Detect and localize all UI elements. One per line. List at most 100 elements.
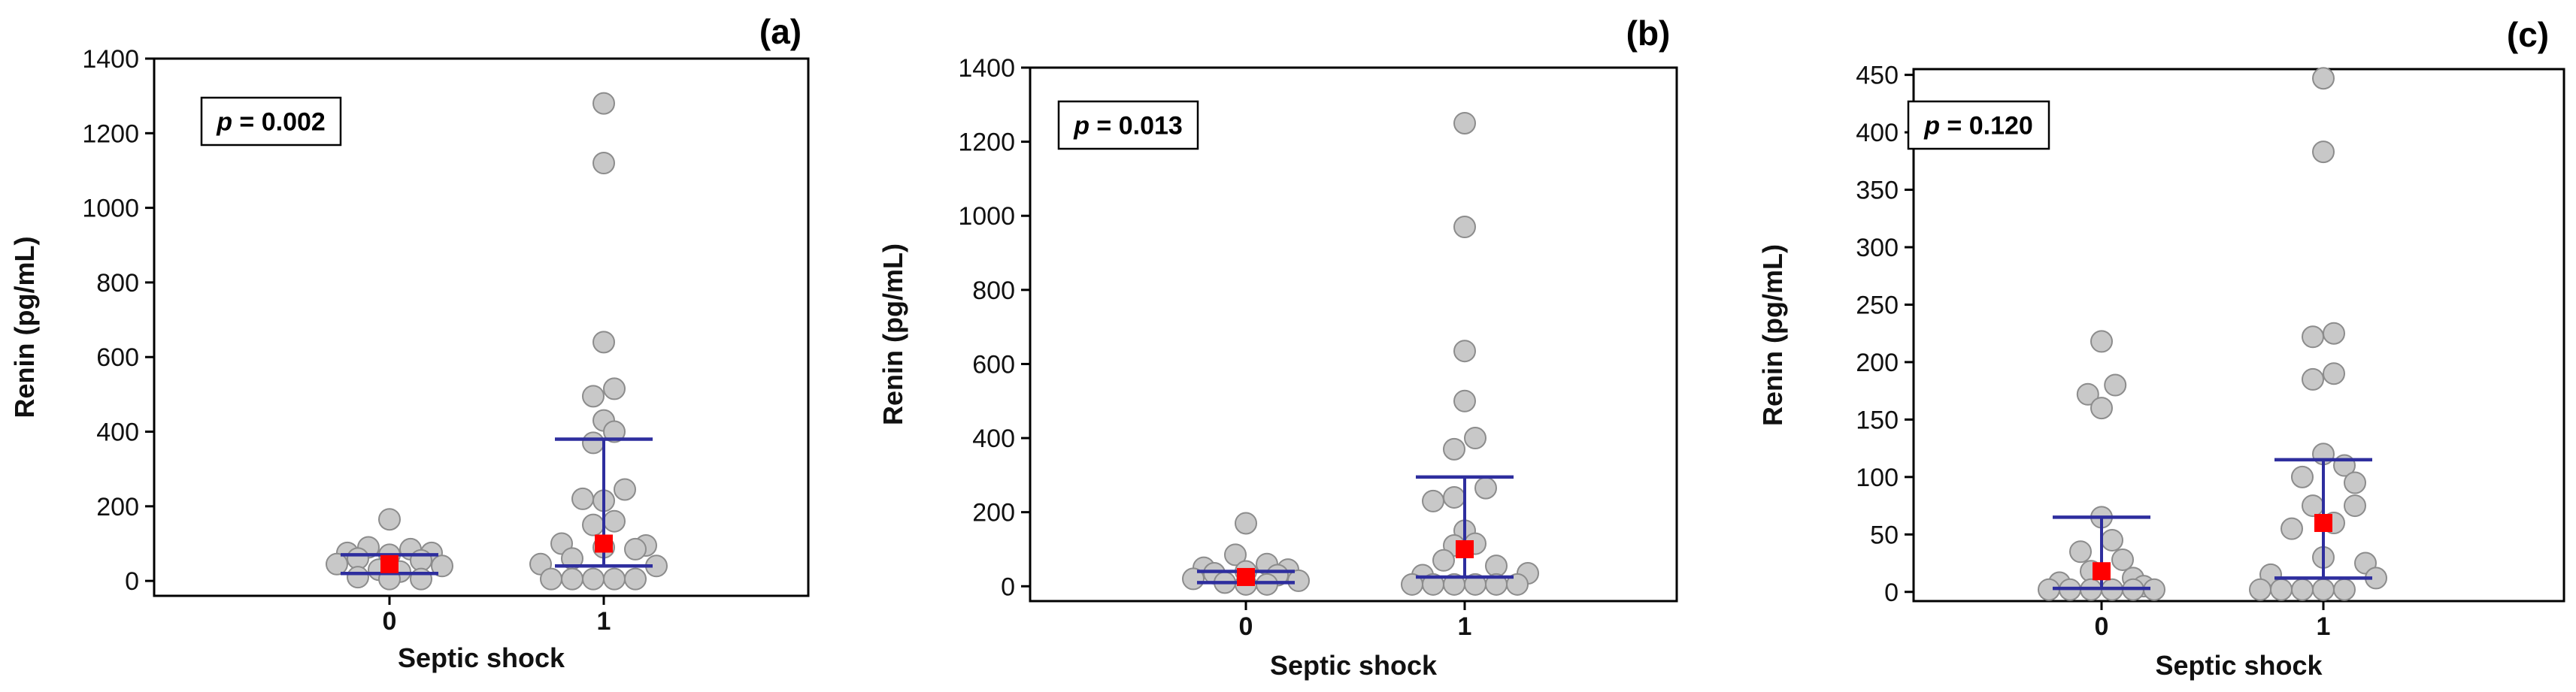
data-point (1256, 573, 1278, 596)
p-value-label: p = 0.120 (1923, 112, 2033, 141)
x-tick-label: 0 (383, 607, 397, 636)
data-point (2281, 517, 2303, 540)
data-point (2291, 465, 2314, 488)
data-point (378, 508, 401, 531)
data-point (2312, 578, 2335, 601)
y-tick-label: 450 (1856, 62, 1899, 90)
data-point (2090, 330, 2113, 353)
data-point (1453, 340, 1476, 363)
data-point (603, 420, 626, 443)
data-point (410, 548, 432, 572)
y-tick-label: 1400 (958, 54, 1015, 83)
x-tick-label: 0 (2095, 612, 2109, 641)
data-point (582, 567, 605, 591)
y-tick-label: 1400 (82, 45, 139, 74)
y-tick-label: 0 (1884, 579, 1899, 607)
data-point (603, 377, 626, 400)
x-axis-title: Septic shock (398, 642, 565, 673)
data-point (2323, 362, 2345, 385)
data-point (2090, 397, 2113, 420)
y-axis-title: Renin (pg/mL) (877, 243, 908, 425)
data-point (1464, 427, 1487, 450)
data-point (1443, 437, 1465, 461)
y-tick-label: 600 (96, 343, 139, 372)
y-axis-title: Renin (pg/mL) (1757, 244, 1788, 426)
data-point (1443, 485, 1465, 509)
y-tick-label: 400 (1856, 119, 1899, 147)
data-point (2344, 494, 2366, 518)
data-point (410, 567, 432, 591)
x-tick-label: 1 (597, 607, 611, 636)
data-point (582, 385, 605, 408)
panel-label: (c) (2507, 15, 2549, 54)
data-point (2344, 471, 2366, 494)
data-point (347, 547, 369, 570)
p-value-box (200, 96, 342, 147)
x-axis-title: Septic shock (2155, 650, 2323, 681)
y-tick-label: 600 (972, 350, 1015, 379)
data-point (624, 537, 647, 561)
data-point (1453, 111, 1476, 134)
data-point (347, 566, 369, 589)
p-value-box (1057, 100, 1199, 150)
data-point (2333, 578, 2356, 601)
p-value: = 0.013 (1089, 112, 1183, 141)
data-point (2312, 67, 2335, 90)
y-tick-label: 100 (1856, 464, 1899, 492)
p-symbol: p (1073, 112, 1089, 141)
y-tick-label: 150 (1856, 406, 1899, 434)
p-value-label: p = 0.002 (216, 108, 326, 137)
data-point (2302, 325, 2324, 349)
data-point (2302, 494, 2324, 518)
plot-frame (1912, 68, 2565, 603)
y-tick-label: 0 (1001, 573, 1015, 601)
data-point (540, 567, 562, 591)
data-point (592, 92, 615, 115)
y-tick-label: 0 (125, 567, 139, 596)
p-value-box (1907, 100, 2050, 150)
data-point (592, 331, 615, 354)
y-tick-label: 400 (96, 419, 139, 447)
median-marker (595, 534, 613, 553)
panel-label: (a) (759, 12, 802, 51)
y-tick-label: 50 (1870, 521, 1899, 549)
median-marker (2093, 562, 2111, 581)
data-point (582, 431, 605, 455)
data-point (1287, 569, 1310, 592)
y-tick-label: 200 (972, 499, 1015, 527)
data-point (603, 509, 626, 533)
data-point (1453, 389, 1476, 412)
data-point (2249, 578, 2271, 601)
y-tick-label: 350 (1856, 177, 1899, 205)
y-tick-label: 800 (96, 269, 139, 298)
data-point (1432, 548, 1455, 572)
p-symbol: p (1923, 112, 1940, 141)
x-tick-label: 1 (2317, 612, 2331, 641)
p-symbol: p (216, 108, 232, 137)
data-point (2291, 578, 2314, 601)
data-point (1474, 476, 1497, 500)
y-tick-label: 1200 (82, 119, 139, 148)
data-point (1453, 216, 1476, 239)
data-point (1422, 489, 1444, 512)
data-point (582, 513, 605, 536)
data-point (1235, 512, 1257, 535)
data-point (561, 567, 583, 591)
median-marker (1456, 539, 1474, 558)
panel-label: (b) (1626, 14, 1671, 53)
y-tick-label: 400 (972, 425, 1015, 453)
y-tick-label: 300 (1856, 234, 1899, 262)
data-point (592, 152, 615, 175)
data-point (2323, 322, 2345, 345)
x-tick-label: 0 (1239, 612, 1253, 641)
y-tick-label: 1000 (82, 195, 139, 223)
y-tick-label: 800 (972, 276, 1015, 305)
y-axis-title: Renin (pg/mL) (9, 237, 40, 419)
data-point (2312, 141, 2335, 164)
data-point (1506, 573, 1529, 596)
data-point (326, 552, 348, 576)
data-point (571, 487, 594, 510)
data-point (603, 567, 626, 591)
y-tick-label: 250 (1856, 291, 1899, 319)
